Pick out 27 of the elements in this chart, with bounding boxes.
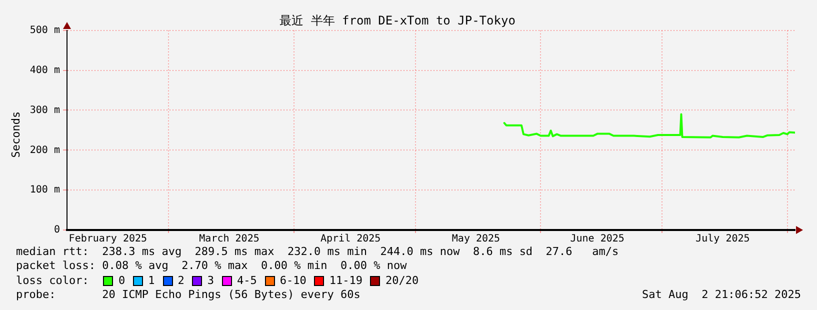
y-tick-label: 300 m: [30, 104, 60, 116]
text: probe: 20 ICMP Echo Pings (56 Bytes) every 60s: [16, 288, 362, 302]
legend-title: loss color:: [16, 274, 90, 288]
text: Sat Aug 2 21:06:52 2025: [642, 288, 801, 301]
x-tick-label: June 2025: [570, 234, 624, 245]
text: packet loss: 0.08 % avg 2.70 % max 0.00 % min 0.00 % now: [16, 259, 408, 274]
legend-label: 3: [207, 274, 214, 288]
x-tick-label: July 2025: [696, 234, 750, 245]
y-tick-label: 100 m: [30, 184, 60, 196]
legend-label: 4-5: [236, 274, 257, 288]
x-tick-label: May 2025: [452, 234, 500, 245]
legend-label: 6-10: [280, 274, 306, 288]
legend-label: 11-19: [329, 274, 362, 288]
x-tick-label: April 2025: [320, 234, 381, 245]
legend-label: 0: [118, 274, 126, 288]
legend-label: 1: [148, 274, 155, 288]
chart-title: 最近 半年 from DE-xTom to JP-Tokyo: [280, 13, 516, 28]
y-tick-label: 0: [54, 224, 60, 236]
y-tick-label: 500 m: [30, 24, 60, 36]
text: median rtt: 238.3 ms avg 289.5 ms max 232.0 ms min 244.0 ms now 8.6 ms sd 27.6 am/s: [16, 245, 619, 260]
x-tick-label: February 2025: [68, 234, 148, 245]
y-tick-label: 400 m: [30, 64, 60, 76]
y-tick-label: 200 m: [30, 144, 60, 156]
legend-label: 2: [178, 274, 184, 288]
y-axis-title: Seconds: [10, 110, 22, 160]
x-tick-label: March 2025: [199, 234, 260, 245]
legend-label: 20/20: [385, 274, 419, 288]
